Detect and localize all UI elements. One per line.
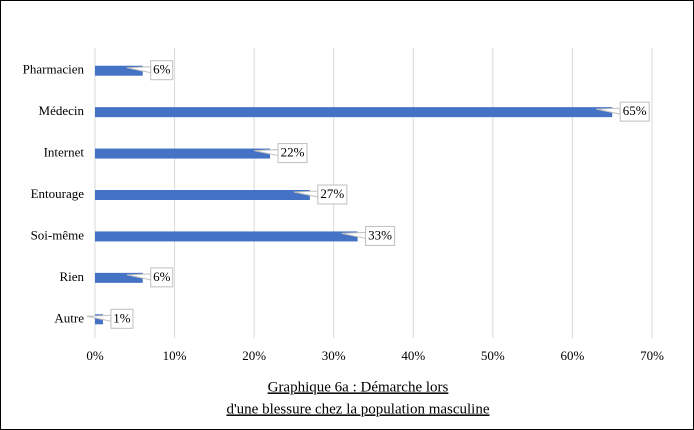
data-label-box <box>365 225 396 246</box>
data-label-box <box>110 308 134 329</box>
bar <box>95 107 613 118</box>
x-tick-label: 50% <box>481 348 505 363</box>
data-label-box <box>619 101 650 122</box>
y-tick-label: Médecin <box>39 103 85 118</box>
chart-title: d'une blessure chez la population mascul… <box>226 401 489 417</box>
data-label: 6% <box>153 62 171 77</box>
x-tick-label: 0% <box>86 348 104 363</box>
data-label-box <box>317 184 348 205</box>
bar <box>95 148 271 159</box>
bar <box>95 272 143 283</box>
x-tick-label: 40% <box>401 348 425 363</box>
bar <box>95 65 143 76</box>
y-tick-label: Internet <box>44 145 85 160</box>
data-label: 1% <box>113 310 131 325</box>
data-label: 33% <box>368 227 392 242</box>
data-label-box <box>150 267 174 288</box>
x-tick-label: 20% <box>242 348 266 363</box>
x-tick-label: 70% <box>640 348 664 363</box>
y-tick-label: Pharmacien <box>23 62 85 77</box>
data-label: 27% <box>320 186 344 201</box>
data-label: 65% <box>623 103 647 118</box>
data-label: 22% <box>281 145 305 160</box>
bar <box>95 190 310 200</box>
y-tick-label: Entourage <box>31 186 85 201</box>
y-tick-label: Soi-même <box>31 227 85 242</box>
x-tick-label: 10% <box>163 348 187 363</box>
bar <box>95 231 358 242</box>
data-label-box <box>277 143 308 164</box>
data-label: 6% <box>153 269 171 284</box>
data-label-box <box>150 60 174 81</box>
y-tick-label: Autre <box>54 310 84 325</box>
chart-title: Graphique 6a : Démarche lors <box>268 379 449 395</box>
y-tick-label: Rien <box>59 269 84 284</box>
x-tick-label: 60% <box>561 348 585 363</box>
x-tick-label: 30% <box>322 348 346 363</box>
